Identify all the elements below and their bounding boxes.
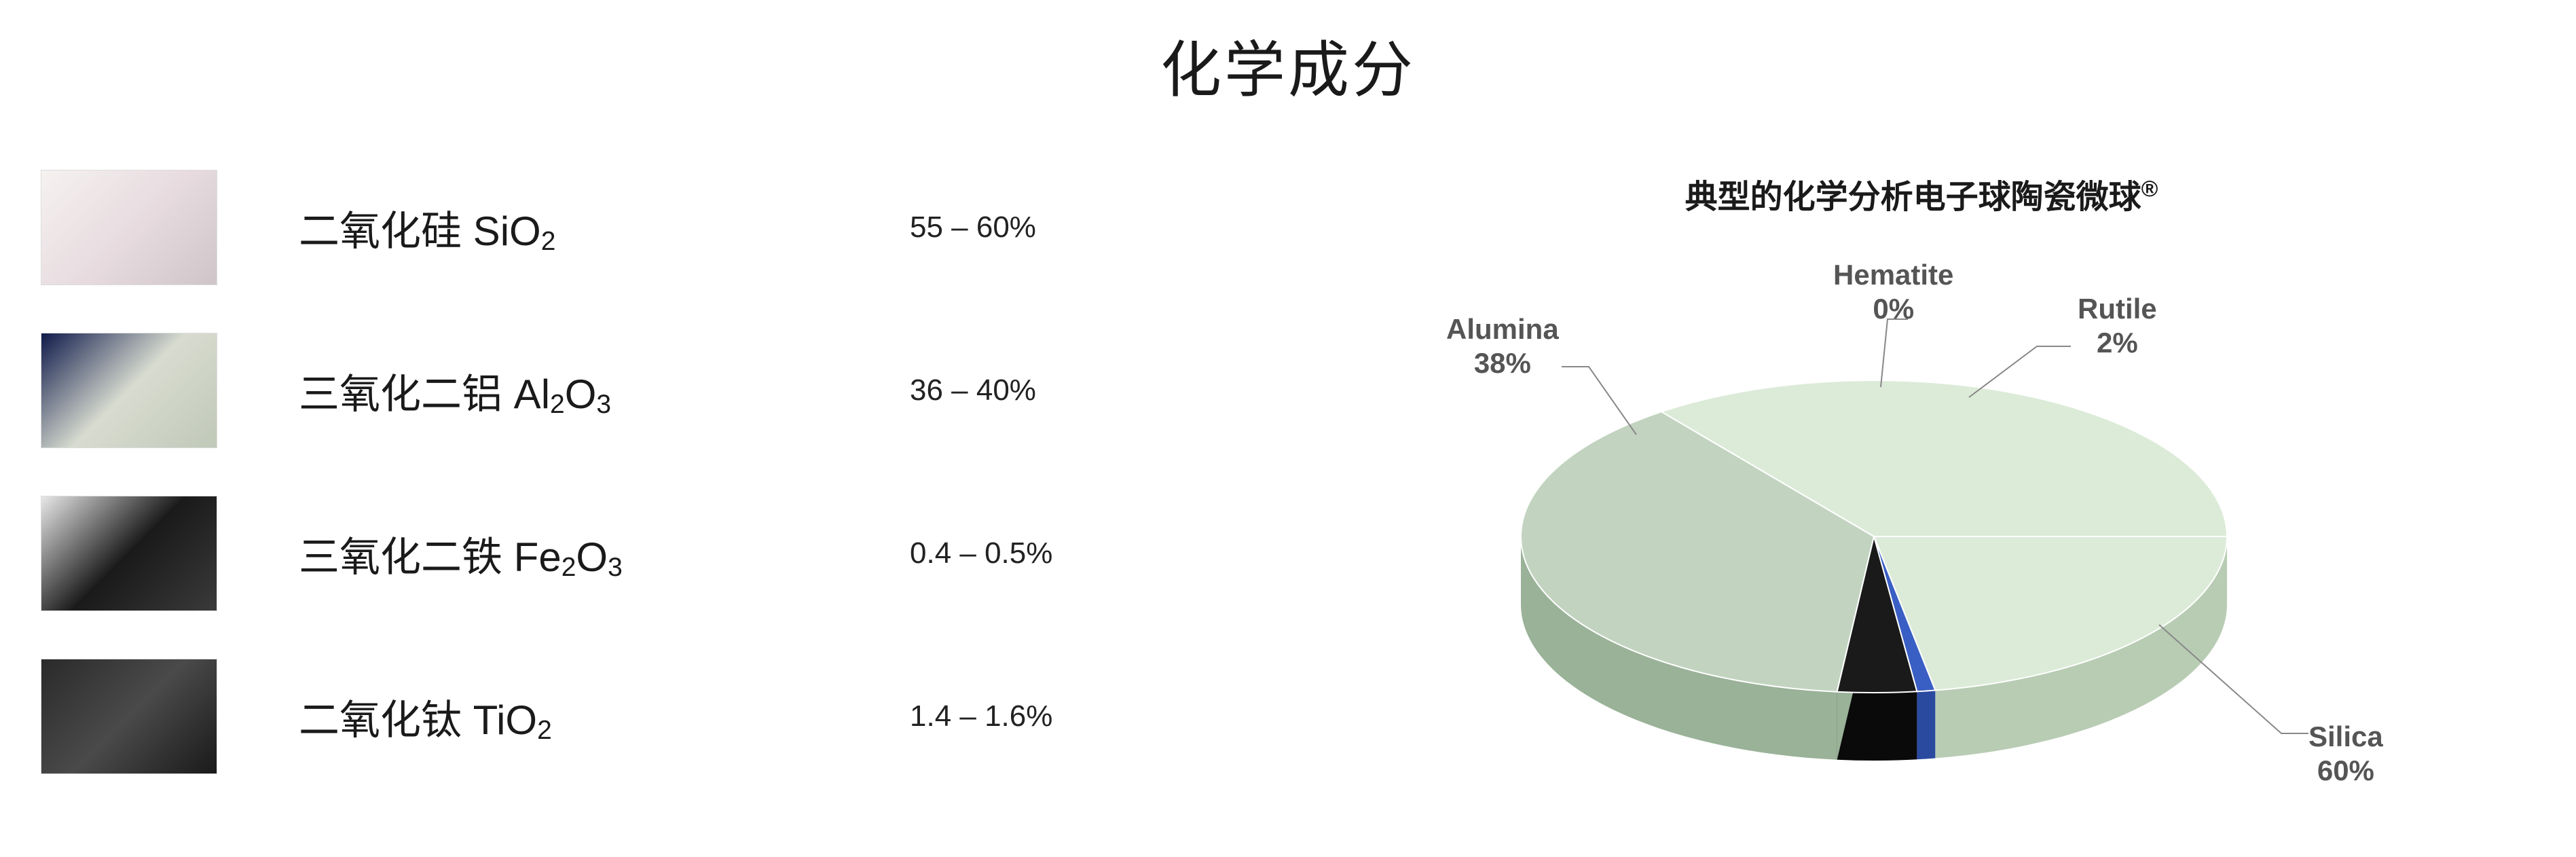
composition-range: 0.4 – 0.5% — [910, 536, 1052, 570]
pie-label-alumina: Alumina38% — [1446, 312, 1559, 381]
composition-range: 1.4 – 1.6% — [910, 699, 1052, 733]
composition-row: 三氧化二铁 Fe2O30.4 – 0.5% — [41, 496, 1263, 611]
composition-name: 三氧化二铁 Fe2O3 — [299, 524, 910, 583]
chart-title-sup: ® — [2141, 177, 2158, 202]
composition-name: 三氧化二铝 Al2O3 — [299, 361, 910, 420]
page-title: 化学成分 — [0, 20, 2576, 109]
mineral-swatch — [41, 659, 217, 774]
composition-range: 55 – 60% — [910, 211, 1036, 244]
mineral-swatch — [41, 333, 217, 448]
mineral-swatch — [41, 496, 217, 611]
composition-row: 二氧化钛 TiO21.4 – 1.6% — [41, 659, 1263, 774]
pie-label-rutile: Rutile2% — [2078, 292, 2157, 361]
composition-name: 二氧化钛 TiO2 — [299, 687, 910, 746]
pie-leader-line — [1881, 319, 1908, 387]
chart-title: 典型的化学分析电子球陶瓷微球® — [1344, 170, 2499, 217]
chart-title-text: 典型的化学分析电子球陶瓷微球 — [1685, 179, 2141, 215]
pie-chart: Silica60% Alumina38% Hematite0% Rutile2% — [1344, 244, 2431, 788]
composition-list: 二氧化硅 SiO255 – 60%三氧化二铝 Al2O336 – 40%三氧化二… — [41, 170, 1263, 822]
composition-range: 36 – 40% — [910, 373, 1036, 407]
pie-side — [1917, 691, 1935, 760]
pie-label-silica: Silica60% — [2308, 720, 2383, 788]
mineral-swatch — [41, 170, 217, 285]
composition-row: 三氧化二铝 Al2O336 – 40% — [41, 333, 1263, 448]
composition-name: 二氧化硅 SiO2 — [299, 198, 910, 257]
chart-area: 典型的化学分析电子球陶瓷微球® Silica60% Alumina38% Hemat… — [1344, 170, 2499, 849]
pie-label-hematite: Hematite0% — [1833, 258, 1953, 327]
composition-row: 二氧化硅 SiO255 – 60% — [41, 170, 1263, 285]
pie-leader-line — [1562, 367, 1636, 435]
